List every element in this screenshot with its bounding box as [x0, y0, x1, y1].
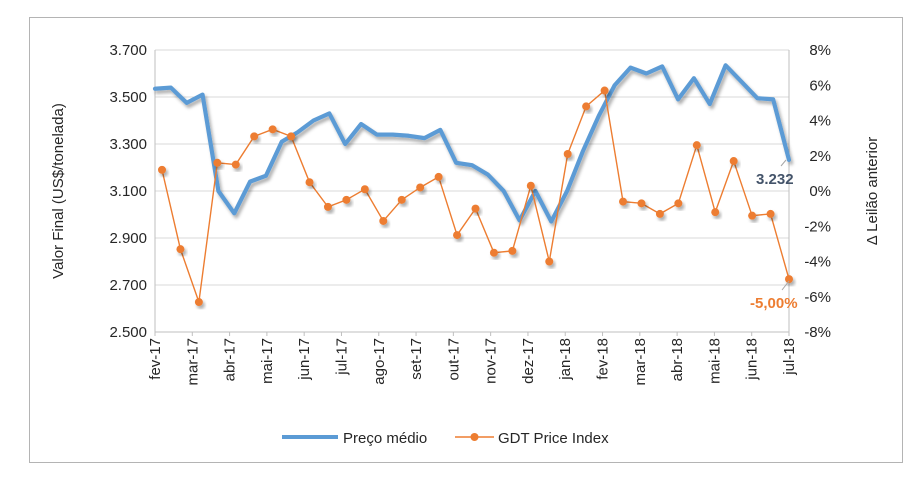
x-tick-label: nov-17: [483, 338, 500, 384]
legend-label-gdt: GDT Price Index: [498, 430, 609, 447]
x-tick-label: jun-17: [296, 338, 313, 381]
gdt-point: [674, 199, 683, 208]
x-axis-tick-labels: fev-17 mar-17 abr-17 mai-17 jun-17 jul-17 ago-…: [147, 338, 798, 386]
gdt-point: [748, 211, 757, 220]
gdt-point: [526, 181, 535, 190]
series-preco-medio: [152, 63, 792, 224]
right-tick-label: 0%: [809, 183, 831, 200]
left-tick-label: 3.100: [109, 183, 147, 200]
x-tick-label: mar-18: [632, 338, 649, 386]
left-tick-label: 3.300: [109, 136, 147, 153]
last-change-label: -5,00%: [750, 295, 798, 312]
legend: Preço médio GDT Price Index: [282, 430, 609, 447]
preco-medio-line: [152, 63, 792, 224]
gdt-point: [323, 202, 332, 211]
x-tick-label: fev-18: [595, 338, 612, 380]
gdt-point: [268, 125, 277, 134]
left-tick-label: 2.500: [109, 324, 147, 341]
series-gdt-price-index: [158, 86, 793, 307]
gdt-point: [213, 158, 222, 167]
x-tick-label: fev-17: [147, 338, 164, 380]
left-axis-tick-labels: 2.500 2.700 2.900 3.100 3.300 3.500 3.700: [109, 42, 147, 341]
x-tick-label: jun-18: [744, 338, 761, 381]
gdt-point: [508, 246, 517, 255]
left-tick-label: 3.500: [109, 89, 147, 106]
right-tick-label: 6%: [809, 77, 831, 94]
left-tick-label: 2.900: [109, 230, 147, 247]
right-tick-label: -8%: [804, 324, 831, 341]
x-tick-label: out-17: [445, 338, 462, 381]
gdt-point: [453, 231, 462, 240]
annotation-last-price: 3.232: [756, 159, 794, 188]
x-tick-label: abr-18: [669, 338, 686, 381]
x-tick-label: mai-17: [259, 338, 276, 384]
gdt-point: [379, 216, 388, 225]
left-axis-title: Valor Final (US$/tonelada): [50, 103, 67, 279]
legend-label-preco-medio: Preço médio: [343, 430, 427, 447]
gdt-point: [471, 204, 480, 213]
right-tick-label: -6%: [804, 289, 831, 306]
gdt-point: [619, 197, 628, 206]
gdt-point: [416, 183, 425, 192]
gdt-point: [397, 195, 406, 204]
axis-lines: [154, 50, 790, 336]
gdt-point: [600, 86, 609, 95]
right-tick-label: 4%: [809, 113, 831, 130]
gdt-point: [692, 141, 701, 150]
gdt-point: [231, 160, 240, 169]
gdt-point: [342, 195, 351, 204]
x-tick-label: ago-17: [371, 338, 388, 385]
legend-marker-gdt: [470, 433, 479, 441]
gdt-point: [637, 199, 646, 208]
right-tick-label: 2%: [809, 148, 831, 165]
x-tick-label: dez-17: [520, 338, 537, 384]
x-tick-label: abr-17: [222, 338, 239, 381]
gdt-point: [582, 102, 591, 111]
gdt-point: [194, 298, 203, 307]
x-tick-label: mai-18: [706, 338, 723, 384]
right-axis-tick-labels: -8% -6% -4% -2% 0% 2% 4% 6% 8%: [804, 42, 831, 341]
gdt-point: [158, 165, 166, 174]
gdt-point: [176, 245, 185, 254]
x-tick-label: jan-18: [557, 338, 574, 381]
last-price-label: 3.232: [756, 171, 794, 188]
left-tick-label: 2.700: [109, 277, 147, 294]
gdt-point: [287, 132, 296, 141]
gdt-point: [250, 132, 259, 141]
gdt-point: [766, 209, 775, 218]
chart-border: [29, 17, 903, 463]
gdt-point: [563, 149, 572, 158]
annotation-last-change: -5,00%: [750, 280, 798, 312]
gdt-point: [785, 275, 793, 284]
x-tick-label: jul-17: [333, 338, 350, 376]
gdt-point: [360, 185, 369, 194]
left-tick-label: 3.700: [109, 42, 147, 59]
right-tick-label: 8%: [809, 42, 831, 59]
x-tick-label: mar-17: [184, 338, 201, 386]
gdt-point: [434, 172, 443, 181]
right-tick-label: -2%: [804, 218, 831, 235]
x-tick-label: set-17: [408, 338, 425, 380]
gdt-point: [489, 248, 498, 257]
gdt-point: [655, 209, 664, 218]
gridlines: [155, 49, 789, 286]
gdt-point: [305, 178, 314, 187]
x-tick-label: jul-18: [781, 338, 798, 376]
gdt-point: [711, 208, 720, 217]
gdt-point: [729, 157, 738, 166]
right-axis-title: Δ Leilão anterior: [864, 137, 881, 245]
right-tick-label: -4%: [804, 254, 831, 271]
gdt-point: [545, 257, 554, 266]
